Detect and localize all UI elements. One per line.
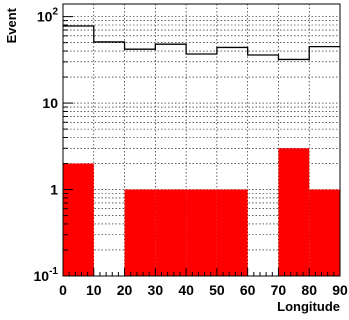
outline-histogram-line [63, 25, 340, 61]
histogram-bar [124, 189, 156, 276]
x-tick-label: 40 [178, 282, 194, 298]
x-tick-label: 80 [301, 282, 317, 298]
histogram-bar [63, 163, 94, 276]
histogram-bar [155, 189, 187, 276]
histogram-bar [309, 189, 340, 276]
x-tick-label: 60 [240, 282, 256, 298]
x-axis-label: Longitude [277, 299, 340, 314]
filled-histogram [63, 148, 340, 276]
x-tick-label: 0 [59, 282, 67, 298]
y-tick-label: 10-1 [34, 266, 59, 284]
histogram-bar [278, 148, 310, 276]
histogram-bar [186, 189, 217, 276]
y-tick-label: 102 [37, 7, 59, 25]
plot-frame [62, 3, 341, 277]
y-tick-label: 1 [50, 182, 58, 198]
histogram-bar [216, 189, 248, 276]
x-tick-label: 30 [148, 282, 164, 298]
y-tick-labels: 10-1 1 10 102 [34, 7, 59, 284]
x-tick-label: 70 [271, 282, 287, 298]
outline-histogram [63, 25, 340, 61]
y-axis-label: Event [4, 7, 19, 43]
x-tick-labels: 0 10 20 30 40 50 60 70 80 90 [59, 282, 348, 298]
x-tick-label: 10 [86, 282, 102, 298]
y-tick-label: 10 [42, 95, 58, 111]
x-tick-label: 50 [209, 282, 225, 298]
x-tick-label: 90 [332, 282, 348, 298]
axis-ticks [62, 16, 341, 277]
grid-lines [63, 4, 340, 276]
x-tick-label: 20 [117, 282, 133, 298]
